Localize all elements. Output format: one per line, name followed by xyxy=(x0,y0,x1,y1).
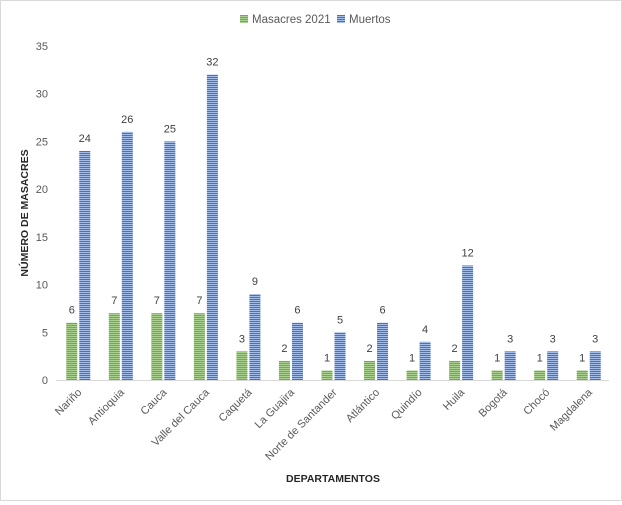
bar-muertos xyxy=(334,332,346,380)
data-label-muertos: 9 xyxy=(252,276,258,288)
x-tick-label: Atlántico xyxy=(344,387,382,425)
data-label-masacres: 2 xyxy=(452,343,458,355)
x-tick-label: Huila xyxy=(441,386,468,413)
bar-masacres xyxy=(491,370,503,380)
x-tick-label: Magdalena xyxy=(548,386,596,434)
data-label-muertos: 6 xyxy=(294,305,300,317)
data-label-muertos: 3 xyxy=(592,333,598,345)
legend-label-muertos: Muertos xyxy=(349,14,391,26)
data-label-muertos: 3 xyxy=(550,333,556,345)
bar-muertos xyxy=(547,351,559,380)
data-label-muertos: 32 xyxy=(206,57,218,69)
data-label-masacres: 7 xyxy=(111,295,117,307)
legend-swatch-muertos xyxy=(337,15,345,23)
bar-masacres xyxy=(151,313,163,380)
data-label-masacres: 1 xyxy=(494,352,500,364)
bar-muertos xyxy=(504,351,516,380)
bar-masacres xyxy=(534,370,546,380)
bar-masacres xyxy=(364,360,376,380)
y-tick-label: 15 xyxy=(36,232,48,244)
x-tick-label: Caquetá xyxy=(217,386,256,425)
data-label-masacres: 1 xyxy=(409,352,415,364)
bar-muertos xyxy=(462,265,474,380)
x-tick-label: La Guajira xyxy=(253,386,298,431)
bars xyxy=(66,74,601,380)
data-label-masacres: 1 xyxy=(537,352,543,364)
bar-masacres xyxy=(406,370,418,380)
y-tick-label: 30 xyxy=(36,89,48,101)
data-label-masacres: 6 xyxy=(69,305,75,317)
data-label-masacres: 7 xyxy=(196,295,202,307)
bar-muertos xyxy=(589,351,601,380)
bar-masacres xyxy=(193,313,205,380)
y-tick-label: 5 xyxy=(42,327,48,339)
y-tick-label: 10 xyxy=(36,280,48,292)
bar-muertos xyxy=(419,341,431,380)
bar-masacres xyxy=(321,370,333,380)
bar-muertos xyxy=(164,141,176,380)
legend-swatch-masacres xyxy=(240,15,248,23)
bar-masacres xyxy=(449,360,461,380)
data-label-muertos: 6 xyxy=(379,305,385,317)
bar-muertos xyxy=(121,131,133,380)
x-tick-label: Bogotá xyxy=(477,386,511,420)
data-label-muertos: 26 xyxy=(121,114,133,126)
bar-masacres xyxy=(236,351,248,380)
bar-muertos xyxy=(79,150,91,380)
data-label-muertos: 4 xyxy=(422,324,428,336)
x-tick-label: Chocó xyxy=(521,387,552,418)
bar-muertos xyxy=(206,74,218,380)
bar-masacres xyxy=(66,322,78,380)
x-axis-title: DEPARTAMENTOS xyxy=(286,473,380,485)
y-axis: 0 5 10 15 20 25 30 35 xyxy=(36,41,48,387)
data-label-muertos: 24 xyxy=(79,133,91,145)
legend: Masacres 2021 Muertos xyxy=(240,14,391,26)
data-label-muertos: 12 xyxy=(461,247,473,259)
data-label-masacres: 2 xyxy=(281,343,287,355)
data-label-masacres: 1 xyxy=(324,352,330,364)
y-axis-title: NÚMERO DE MASACRES xyxy=(18,149,31,276)
legend-label-masacres: Masacres 2021 xyxy=(252,14,331,26)
x-tick-label: Nariño xyxy=(53,387,84,418)
x-tick-label: Antioquia xyxy=(86,386,128,428)
y-tick-label: 0 xyxy=(42,375,48,387)
bar-masacres xyxy=(278,360,290,380)
bar-muertos xyxy=(249,294,261,380)
x-tick-label: Norte de Santander xyxy=(263,386,340,463)
data-label-masacres: 7 xyxy=(154,295,160,307)
bar-masacres xyxy=(576,370,588,380)
bar-muertos xyxy=(377,322,389,380)
data-label-muertos: 25 xyxy=(164,123,176,135)
x-tick-label: Cauca xyxy=(138,386,170,418)
y-tick-label: 35 xyxy=(36,41,48,53)
y-tick-label: 25 xyxy=(36,136,48,148)
data-label-masacres: 2 xyxy=(366,343,372,355)
bar-masacres xyxy=(108,313,120,380)
data-label-muertos: 5 xyxy=(337,314,343,326)
bar-muertos xyxy=(291,322,303,380)
data-label-muertos: 3 xyxy=(507,333,513,345)
x-tick-label: Quindío xyxy=(389,387,425,423)
y-tick-label: 20 xyxy=(36,184,48,196)
data-label-masacres: 1 xyxy=(579,352,585,364)
data-label-masacres: 3 xyxy=(239,333,245,345)
